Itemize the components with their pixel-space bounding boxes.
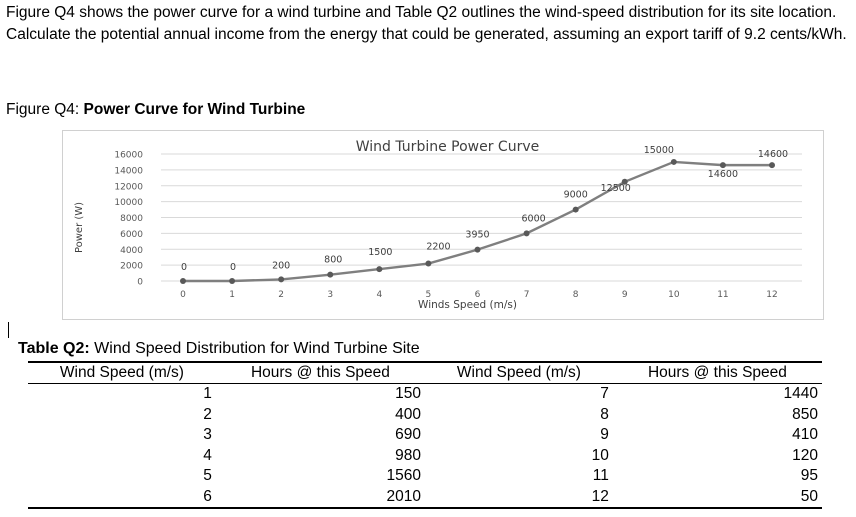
data-label: 9000	[564, 190, 588, 201]
y-tick-label: 14000	[114, 166, 143, 176]
table-cell: 1	[203, 385, 212, 402]
data-label: 14600	[708, 169, 738, 180]
x-tick-label: 7	[524, 290, 530, 300]
figure-label: Figure Q4: Power Curve for Wind Turbine	[6, 101, 305, 119]
x-tick-label: 2	[278, 290, 284, 300]
data-point	[474, 246, 481, 253]
header-hours-2: Hours @ this Speed	[612, 361, 822, 384]
table-cell: 150	[395, 385, 421, 402]
data-point	[229, 278, 236, 284]
data-label: 1500	[368, 247, 392, 258]
x-tick-label: 9	[622, 290, 628, 300]
table-cell: 6	[28, 486, 216, 509]
table-header-row: Wind Speed (m/s) Hours @ this Speed Wind…	[28, 361, 822, 384]
y-tick-label: 10000	[114, 198, 143, 208]
table-cell: 7	[600, 385, 609, 402]
x-tick-label: 4	[376, 290, 382, 300]
data-point	[621, 178, 628, 185]
table-cell: 10	[591, 446, 609, 464]
table-row: 5 1560 11 95	[28, 466, 822, 487]
table-cell: 50	[612, 486, 822, 509]
table-cell: 12	[424, 486, 613, 509]
table-caption-label: Table Q2:	[18, 340, 90, 357]
figure-label-title: Power Curve for Wind Turbine	[83, 101, 306, 118]
y-tick-label: 8000	[120, 214, 143, 224]
x-tick-label: 1	[229, 290, 235, 300]
table-cell: 410	[792, 426, 818, 443]
data-label: 3950	[465, 230, 489, 241]
data-point	[523, 230, 530, 237]
table-cell: 8	[600, 405, 609, 423]
text-cursor	[8, 322, 9, 338]
question-text: Figure Q4 shows the power curve for a wi…	[6, 4, 847, 43]
x-tick-label: 6	[475, 290, 481, 300]
y-tick-label: 6000	[120, 230, 143, 240]
table-row: 6 2010 12 50	[28, 486, 822, 509]
x-tick-label: 3	[327, 290, 333, 300]
data-label: 12500	[601, 183, 631, 194]
header-wind-speed-2: Wind Speed (m/s)	[424, 361, 613, 384]
data-label: 2200	[426, 242, 450, 253]
data-point	[425, 260, 432, 267]
table-cell: 1560	[386, 467, 421, 484]
table-cell: 850	[792, 405, 818, 423]
power-curve-chart: Wind Turbine Power Curve 0 2000 4000 6000 800…	[62, 130, 824, 320]
wind-speed-distribution-table: Wind Speed (m/s) Hours @ this Speed Wind…	[28, 361, 822, 509]
data-point	[769, 162, 775, 169]
table-cell: 11	[592, 467, 609, 484]
table-caption-text: Wind Speed Distribution for Wind Turbine…	[89, 340, 420, 357]
table-cell: 2010	[215, 486, 425, 509]
table-cell: 690	[395, 426, 421, 443]
data-label: 15000	[644, 145, 674, 156]
table-cell: 5	[203, 467, 212, 484]
table-cell: 95	[800, 467, 818, 484]
table-cell: 9	[600, 426, 609, 443]
x-tick-label: 10	[668, 290, 680, 300]
data-point	[670, 158, 677, 165]
y-tick-label: 12000	[114, 182, 143, 192]
x-tick-label: 12	[766, 290, 777, 300]
y-tick-label: 2000	[120, 262, 143, 272]
table-cell: 400	[395, 405, 421, 423]
header-hours-1: Hours @ this Speed	[215, 361, 425, 384]
table-row: 1 150 7 1440	[28, 384, 822, 405]
x-tick-label: 11	[717, 290, 728, 300]
table-cell: 4	[203, 446, 212, 464]
data-label: 200	[272, 260, 290, 271]
y-tick-label: 16000	[114, 151, 143, 161]
data-point	[719, 162, 726, 169]
figure-label-prefix: Figure Q4:	[6, 101, 84, 118]
table-cell: 980	[395, 446, 421, 464]
x-tick-label: 5	[426, 290, 432, 300]
table-cell: 3	[203, 426, 212, 443]
table-row: 2 400 8 850	[28, 405, 822, 426]
chart-title: Wind Turbine Power Curve	[356, 139, 539, 155]
table-cell: 2	[203, 405, 212, 423]
data-label: 6000	[521, 213, 545, 224]
table-cell: 120	[792, 446, 818, 464]
data-label: 0	[230, 262, 236, 273]
table-row: 3 690 9 410	[28, 425, 822, 446]
data-point	[376, 266, 383, 273]
data-label: 14600	[758, 149, 788, 160]
x-tick-label: 8	[573, 290, 579, 300]
y-axis-label: Power (W)	[74, 202, 85, 253]
data-label: 800	[324, 255, 342, 266]
data-point	[327, 271, 334, 278]
x-axis-label: Winds Speed (m/s)	[418, 299, 517, 311]
y-tick-label: 0	[137, 278, 143, 288]
x-tick-label: 0	[180, 290, 186, 300]
y-tick-label: 4000	[120, 246, 143, 256]
table-caption: Table Q2: Wind Speed Distribution for Wi…	[18, 340, 420, 358]
table-row: 4 980 10 120	[28, 446, 822, 467]
data-point	[278, 276, 285, 283]
data-point	[180, 278, 186, 284]
power-curve-svg: Wind Turbine Power Curve0200040006000800…	[74, 139, 802, 311]
data-label: 0	[181, 262, 187, 273]
data-point	[572, 206, 579, 213]
header-wind-speed-1: Wind Speed (m/s)	[28, 361, 216, 384]
table-cell: 1440	[783, 385, 818, 402]
